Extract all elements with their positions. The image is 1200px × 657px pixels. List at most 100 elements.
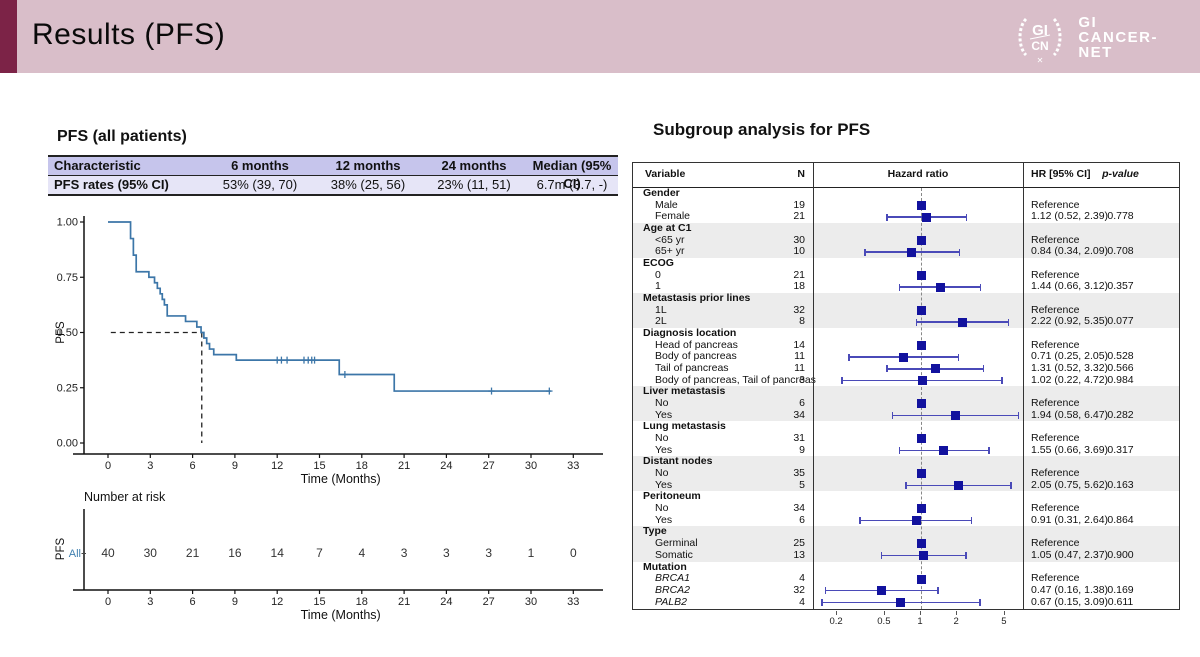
forest-x-axis: 0.2 0.5 1 2 5 [812, 611, 1022, 629]
forest-hr-square [922, 212, 932, 222]
forest-plot-table: Variable N Hazard ratio HR [95% CI] p-va… [632, 162, 1180, 610]
forest-group-name: Diagnosis location [643, 327, 737, 340]
forest-item-plot [813, 550, 1023, 562]
risk-count-value: 3 [401, 546, 408, 560]
forest-item-n: 21 [793, 210, 805, 223]
forest-ci-cap [886, 213, 888, 221]
forest-ci-cap [1017, 412, 1020, 420]
forest-group-header-row: Gender [633, 187, 1179, 200]
forest-p-value: 0.317 [1107, 443, 1134, 456]
forest-axis-tick [836, 611, 838, 615]
forest-p-value: 0.357 [1107, 280, 1134, 293]
kaplan-meier-chart: 0.00 0.25 0.50 0.75 1.00 0 3 6 9 12 15 18 21 24 27 30 33… [55, 216, 603, 486]
forest-row: No 31 Reference [633, 432, 1179, 445]
forest-item-label: 2L [655, 315, 667, 328]
forest-divider-left [813, 163, 815, 609]
forest-item-plot [813, 316, 1023, 328]
forest-hr-ci-text: 2.05 (0.75, 5.62) [1031, 478, 1109, 491]
forest-reference-square [916, 341, 926, 351]
forest-reference-text: Reference [1031, 572, 1080, 585]
forest-row: Yes 34 1.94 (0.58, 6.47) 0.282 [633, 409, 1179, 422]
forest-group-header-row: Metastasis prior lines [633, 292, 1179, 305]
forest-item-label: Body of pancreas [655, 350, 737, 363]
forest-hr-square [953, 481, 963, 491]
forest-group-header-row: ECOG [633, 257, 1179, 270]
risk-x-tick-label: 27 [483, 596, 495, 608]
slide-header: Results (PFS) GI CN ✕ GI CANCER- NET [0, 0, 1200, 73]
forest-item-n: 34 [793, 502, 805, 515]
forest-p-value: 0.528 [1107, 350, 1134, 363]
forest-item-n: 4 [799, 572, 805, 585]
forest-ci-cap [821, 598, 823, 606]
forest-ci-cap [859, 517, 861, 525]
forest-axis-tick [883, 611, 885, 615]
forest-axis-tick-label: 0.2 [829, 616, 843, 627]
risk-y-axis-title: PFS [55, 537, 67, 560]
forest-item-label: Head of pancreas [655, 338, 738, 351]
forest-hr-ci-text: 0.47 (0.16, 1.38) [1031, 583, 1109, 596]
forest-p-value: 0.566 [1107, 362, 1134, 375]
forest-ci-cap [905, 482, 907, 490]
forest-item-plot [813, 597, 1023, 609]
risk-count-value: 0 [570, 546, 577, 560]
forest-item-n: 21 [793, 268, 805, 281]
risk-x-tick-label: 15 [313, 596, 325, 608]
forest-reference-text: Reference [1031, 502, 1080, 515]
forest-group-header-row: Lung metastasis [633, 421, 1179, 434]
col-header-12months: 12 months [335, 158, 401, 173]
forest-item-label: Tail of pancreas [655, 362, 729, 375]
risk-count-value: 14 [271, 546, 285, 560]
km-survival-curve [108, 221, 551, 392]
forest-group-name: Peritoneum [643, 490, 701, 503]
forest-row: Germinal 25 Reference [633, 537, 1179, 550]
forest-item-n: 31 [793, 432, 805, 445]
cell-pfs-rates-label: PFS rates (95% CI) [54, 177, 169, 192]
forest-axis-tick-label: 2 [953, 616, 959, 627]
forest-group-name: ECOG [643, 257, 674, 270]
forest-item-n: 32 [793, 303, 805, 316]
forest-reference-square [916, 271, 926, 281]
forest-item-n: 11 [794, 362, 805, 375]
forest-hr-square [939, 446, 949, 456]
forest-hr-ci-text: 0.71 (0.25, 2.05) [1031, 350, 1109, 363]
forest-group-name: Age at C1 [643, 222, 692, 235]
km-panel-title: PFS (all patients) [57, 128, 187, 145]
forest-reference-square [916, 574, 926, 584]
forest-item-plot [813, 363, 1023, 375]
pfs-summary-table: Characteristic 6 months 12 months 24 mon… [48, 155, 618, 196]
risk-count-value: 16 [228, 546, 242, 560]
forest-p-value: 0.163 [1107, 478, 1134, 491]
forest-ci-cap [965, 213, 968, 221]
risk-x-tick-label: 3 [147, 596, 153, 608]
forest-row: <65 yr 30 Reference [633, 233, 1179, 247]
forest-item-n: 19 [793, 198, 805, 211]
forest-item-n: 9 [799, 443, 805, 456]
forest-row: No 6 Reference [633, 397, 1179, 410]
forest-hr-ci-text: 1.44 (0.66, 3.12) [1031, 280, 1109, 293]
forest-ci-cap [824, 587, 827, 595]
forest-item-label: <65 yr [655, 233, 685, 246]
forest-ci-cap [988, 447, 990, 455]
forest-group-header-row: Mutation [633, 561, 1179, 574]
forest-ci-cap [848, 353, 850, 361]
forest-hr-square [919, 551, 929, 561]
risk-count-value: 7 [316, 546, 323, 560]
forest-item-label: PALB2 [655, 595, 687, 608]
risk-table-title: Number at risk [84, 490, 166, 504]
forest-axis-tick-label: 0.5 [877, 616, 891, 627]
forest-row: 1L 32 Reference [633, 303, 1179, 317]
km-x-axis-title: Time (Months) [301, 472, 381, 486]
km-y-tick-label: 0.25 [57, 382, 78, 394]
forest-axis-tick-label: 5 [1001, 616, 1007, 627]
forest-hr-square [951, 411, 961, 421]
forest-group-header-row: Type [633, 526, 1179, 539]
forest-axis-tick-label: 1 [917, 616, 923, 627]
forest-body: Gender Male 19 Reference Female 21 1.12 (0.52,… [633, 187, 1179, 609]
forest-reference-square [916, 469, 926, 479]
forest-item-n: 25 [793, 537, 805, 550]
forest-item-plot [813, 398, 1023, 410]
forest-axis-tick [1003, 611, 1005, 615]
risk-x-tick-label: 12 [271, 596, 283, 608]
forest-reference-square [916, 504, 926, 514]
